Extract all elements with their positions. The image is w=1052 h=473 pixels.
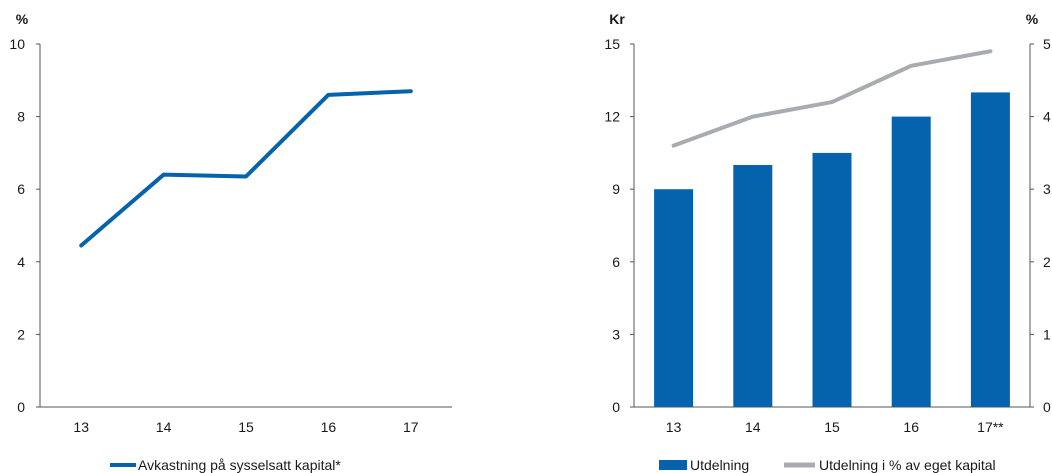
left-x-tick-label: 15 — [238, 419, 254, 435]
left-unit-label: % — [16, 11, 29, 27]
right-x-tick-label: 15 — [824, 419, 840, 435]
line-utdelning-procent — [671, 49, 993, 148]
right-bars — [654, 92, 1010, 408]
right-y-tick-label-left: 6 — [612, 254, 620, 270]
left-y-tick-label: 4 — [17, 254, 25, 270]
left-y-tick-label: 10 — [9, 36, 25, 52]
left-x-ticks: 13 14 15 16 17 — [73, 419, 418, 435]
right-y-tick-label-right: 2 — [1043, 254, 1051, 270]
right-x-tick-label: 14 — [745, 419, 761, 435]
right-y-tick-label-right: 4 — [1043, 109, 1051, 125]
left-y-tick-label: 2 — [17, 326, 25, 342]
left-legend: Avkastning på sysselsatt kapital* — [110, 457, 341, 473]
left-y-tick-label: 6 — [17, 181, 25, 197]
left-series — [79, 89, 413, 248]
right-y-tick-label-left: 9 — [612, 181, 620, 197]
left-series-line — [79, 89, 413, 248]
left-x-tick-label: 13 — [73, 419, 89, 435]
left-legend-label: Avkastning på sysselsatt kapital* — [138, 457, 341, 473]
left-y-tick-label: 0 — [17, 399, 25, 415]
bar-utdelning — [654, 189, 694, 407]
right-unit-label-left: Kr — [609, 11, 625, 27]
right-legend: Utdelning Utdelning i % av eget kapital — [659, 457, 996, 473]
right-line-series — [671, 49, 993, 148]
right-y-ticks-left: 0 3 6 9 12 15 — [604, 36, 634, 415]
right-unit-label-right: % — [1026, 11, 1039, 27]
legend-label-line: Utdelning i % av eget kapital — [819, 457, 996, 473]
left-x-tick-label: 16 — [321, 419, 337, 435]
right-y-tick-label-left: 12 — [604, 109, 620, 125]
left-x-tick-label: 14 — [156, 419, 172, 435]
legend-label-bar: Utdelning — [690, 457, 749, 473]
right-x-tick-label: 17** — [977, 419, 1004, 435]
chart-left: % 0 2 4 6 8 10 13 14 15 16 17 Avkastning på sysse… — [9, 11, 452, 473]
bar-utdelning — [812, 152, 852, 407]
right-x-tick-label: 13 — [666, 419, 682, 435]
right-x-ticks: 13 14 15 16 17** — [666, 419, 1004, 435]
bar-utdelning — [891, 116, 931, 407]
right-y-tick-label-right: 1 — [1043, 326, 1051, 342]
left-x-tick-label: 17 — [403, 419, 419, 435]
right-y-tick-label-right: 3 — [1043, 181, 1051, 197]
bar-utdelning — [733, 165, 773, 407]
right-y-tick-label-left: 15 — [604, 36, 620, 52]
right-y-ticks-right: 0 1 2 3 4 5 — [1030, 36, 1051, 415]
right-y-tick-label-left: 0 — [612, 399, 620, 415]
right-y-tick-label-right: 0 — [1043, 399, 1051, 415]
legend-swatch-bar — [659, 460, 687, 470]
right-x-tick-label: 16 — [903, 419, 919, 435]
left-y-tick-label: 8 — [17, 109, 25, 125]
right-y-tick-label-left: 3 — [612, 326, 620, 342]
right-y-tick-label-right: 5 — [1043, 36, 1051, 52]
left-y-ticks: 0 2 4 6 8 10 — [9, 36, 40, 415]
bar-utdelning — [970, 92, 1010, 408]
